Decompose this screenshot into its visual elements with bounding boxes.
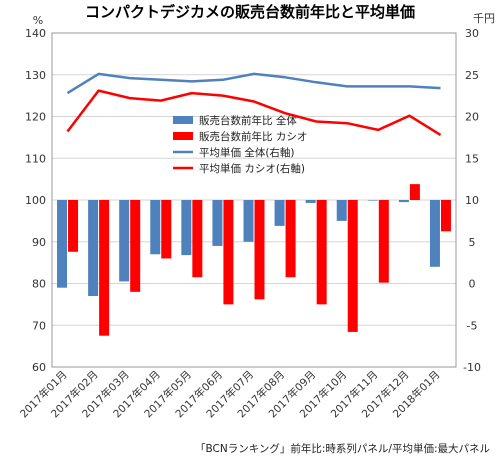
left-tick-label: 140 — [25, 27, 46, 40]
bars-layer — [57, 184, 451, 336]
right-tick-label: 25 — [465, 69, 479, 82]
bar-overall — [181, 200, 192, 256]
bar-overall — [367, 200, 378, 201]
left-tick-label: 80 — [32, 278, 46, 291]
line-avg-price-overall — [66, 72, 441, 95]
bar-casio — [68, 200, 79, 252]
right-tick-label: 5 — [469, 236, 476, 249]
bar-casio — [378, 200, 389, 283]
bar-casio — [192, 200, 203, 278]
legend-label: 販売台数前年比 全体 — [199, 114, 297, 127]
bar-casio — [130, 200, 141, 292]
left-axis-unit: % — [33, 14, 43, 27]
left-tick-label: 90 — [32, 236, 46, 249]
legend-label: 平均単価 全体(右軸) — [199, 146, 295, 159]
left-tick-label: 110 — [25, 152, 46, 165]
bar-overall — [429, 200, 440, 267]
left-tick-label: 120 — [25, 111, 46, 124]
bar-casio — [99, 200, 110, 336]
plot-area-border — [51, 32, 457, 368]
bar-casio — [316, 200, 327, 305]
bar-overall — [88, 200, 99, 297]
right-tick-label: 0 — [469, 278, 476, 291]
lines-layer — [66, 72, 442, 136]
right-tick-label: 15 — [465, 152, 479, 165]
left-tick-label: 130 — [25, 69, 46, 82]
right-tick-label: 30 — [465, 27, 479, 40]
bar-overall — [274, 200, 285, 226]
grid-layer — [52, 32, 456, 368]
left-tick-label: 60 — [32, 361, 46, 374]
bar-casio — [254, 200, 265, 300]
line-avg-price-casio — [66, 89, 442, 136]
right-tick-label: -5 — [467, 319, 478, 332]
bar-overall — [119, 200, 130, 282]
bar-overall — [212, 200, 223, 246]
bar-casio — [161, 200, 172, 259]
bar-overall — [398, 200, 409, 203]
bar-casio — [347, 200, 358, 332]
legend-swatch — [173, 132, 193, 140]
legend-swatch — [173, 116, 193, 124]
legend-label: 販売台数前年比 カシオ — [199, 130, 307, 143]
chart-title: コンパクトデジカメの販売台数前年比と平均単価 — [85, 3, 415, 21]
right-tick-label: 10 — [465, 194, 479, 207]
right-tick-label: 20 — [465, 111, 479, 124]
right-tick-label: -10 — [463, 361, 481, 374]
bar-casio — [285, 200, 296, 278]
bar-overall — [243, 200, 254, 242]
bar-casio — [223, 200, 234, 305]
right-axis-unit: 千円 — [473, 12, 495, 25]
bar-casio — [440, 200, 451, 232]
bar-overall — [336, 200, 347, 221]
left-tick-label: 70 — [32, 319, 46, 332]
bar-overall — [305, 200, 316, 203]
bar-overall — [150, 200, 161, 255]
bar-overall — [57, 200, 68, 288]
legend-label: 平均単価 カシオ(右軸) — [199, 162, 305, 175]
left-tick-label: 100 — [25, 194, 46, 207]
source-note: 「BCNランキング」前年比:時系列パネル/平均単価:最大パネル — [195, 442, 490, 455]
bar-casio — [409, 184, 420, 200]
